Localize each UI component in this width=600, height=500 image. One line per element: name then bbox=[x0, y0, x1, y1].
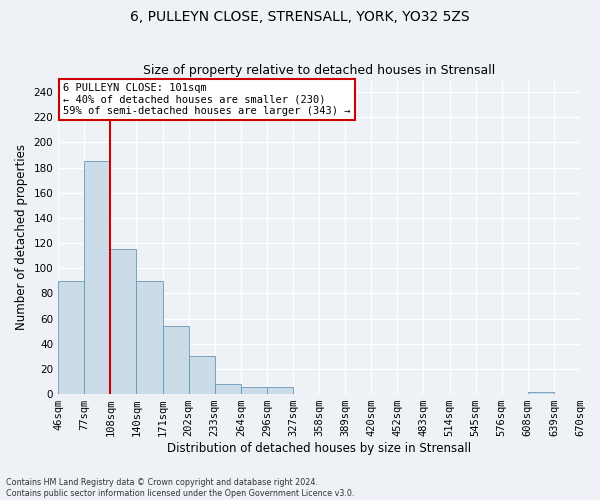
Text: 6, PULLEYN CLOSE, STRENSALL, YORK, YO32 5ZS: 6, PULLEYN CLOSE, STRENSALL, YORK, YO32 … bbox=[130, 10, 470, 24]
Y-axis label: Number of detached properties: Number of detached properties bbox=[15, 144, 28, 330]
Bar bbox=[267, 386, 293, 394]
Bar bbox=[136, 281, 163, 394]
Bar bbox=[528, 392, 554, 394]
Title: Size of property relative to detached houses in Strensall: Size of property relative to detached ho… bbox=[143, 64, 495, 77]
Bar bbox=[84, 162, 110, 394]
Bar bbox=[188, 356, 215, 394]
Bar bbox=[58, 281, 84, 394]
Bar bbox=[163, 326, 188, 394]
Bar bbox=[241, 386, 267, 394]
Text: Contains HM Land Registry data © Crown copyright and database right 2024.
Contai: Contains HM Land Registry data © Crown c… bbox=[6, 478, 355, 498]
Bar bbox=[110, 250, 136, 394]
X-axis label: Distribution of detached houses by size in Strensall: Distribution of detached houses by size … bbox=[167, 442, 471, 455]
Bar bbox=[215, 384, 241, 394]
Text: 6 PULLEYN CLOSE: 101sqm
← 40% of detached houses are smaller (230)
59% of semi-d: 6 PULLEYN CLOSE: 101sqm ← 40% of detache… bbox=[64, 82, 351, 116]
